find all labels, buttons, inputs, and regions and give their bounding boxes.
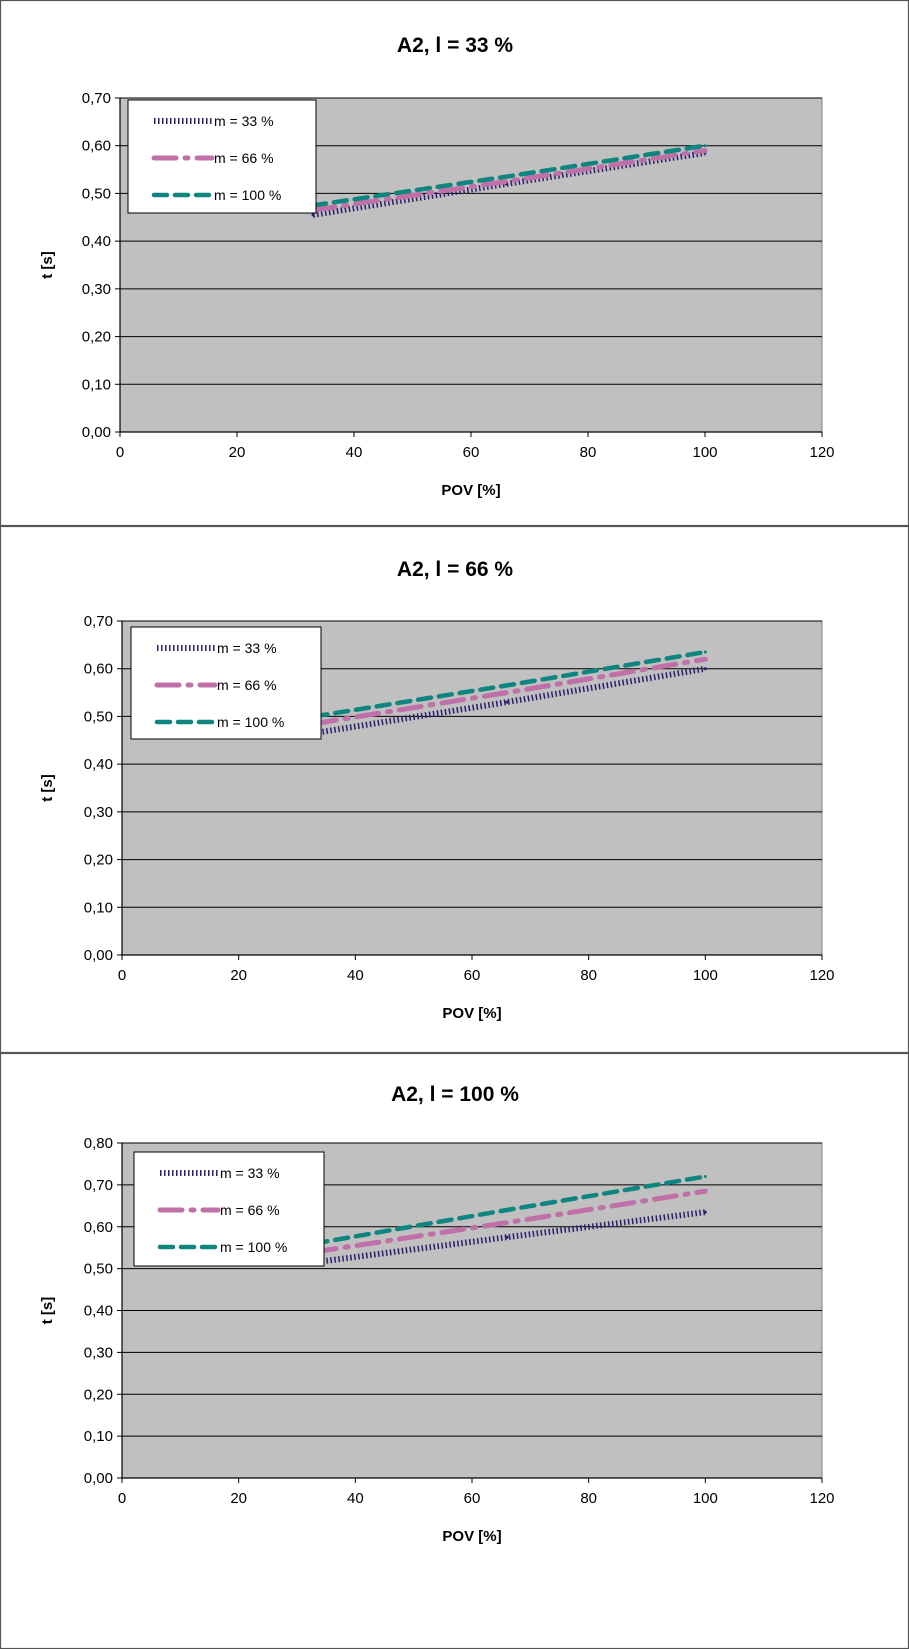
legend-label: m = 33 %	[217, 640, 277, 656]
y-tick-label: 0,70	[84, 613, 113, 630]
y-tick-label: 0,60	[84, 1219, 113, 1236]
data-point	[505, 1235, 509, 1239]
y-axis-label: t [s]	[39, 774, 56, 802]
data-point	[703, 144, 707, 148]
x-tick-label: 60	[464, 1490, 481, 1507]
data-point	[505, 1208, 509, 1212]
y-tick-label: 0,30	[84, 1344, 113, 1361]
x-tick-label: 20	[230, 967, 247, 984]
data-point	[311, 213, 315, 217]
legend-label: m = 33 %	[220, 1165, 280, 1181]
data-point	[703, 667, 707, 671]
x-tick-label: 120	[809, 1490, 834, 1507]
x-tick-label: 0	[118, 967, 126, 984]
x-tick-label: 40	[347, 1490, 364, 1507]
y-tick-label: 0,30	[82, 281, 111, 298]
y-tick-label: 0,20	[84, 1386, 113, 1403]
y-tick-label: 0,10	[84, 899, 113, 916]
series-line-1	[312, 149, 706, 218]
x-tick-label: 20	[229, 444, 246, 461]
legend-label: m = 66 %	[217, 677, 277, 693]
data-point	[505, 1221, 509, 1225]
x-tick-label: 40	[347, 967, 364, 984]
chart-panel-3: A2, l = 100 % 0,00 0,10 0,20 0,30 0,40 0,50 0,6…	[0, 1052, 909, 1649]
x-tick-label: 40	[346, 444, 363, 461]
legend-label: m = 100 %	[217, 714, 284, 730]
x-tick-label: 100	[693, 1490, 718, 1507]
x-tick-label: 60	[464, 967, 481, 984]
y-tick-label: 0,50	[84, 1261, 113, 1278]
y-tick-label: 0,20	[82, 329, 111, 346]
x-tick-label: 100	[692, 444, 717, 461]
x-tick-label: 100	[693, 967, 718, 984]
y-axis-label: t [s]	[39, 1297, 56, 1325]
x-tick-label: 80	[580, 967, 597, 984]
y-tick-label: 0,00	[82, 424, 111, 441]
series-line-1	[314, 665, 706, 737]
chart-title: A2, l = 66 %	[397, 558, 513, 581]
series-line-1	[314, 1209, 706, 1266]
x-axis-label: POV [%]	[441, 482, 500, 499]
x-axis-label: POV [%]	[442, 1528, 501, 1545]
y-axis-label: t [s]	[39, 251, 56, 279]
x-tick-label: 80	[580, 1490, 597, 1507]
y-tick-label: 0,10	[82, 376, 111, 393]
chart-panel-1: A2, l = 33 % 0,00 0,10 0,20 0,30 0,40 0,50 0,60…	[0, 0, 909, 527]
data-point	[505, 691, 509, 695]
y-tick-label: 0,60	[84, 661, 113, 678]
data-point	[703, 1175, 707, 1178]
x-tick-label: 60	[463, 444, 480, 461]
legend-label: m = 66 %	[214, 150, 274, 166]
x-tick-label: 120	[809, 967, 834, 984]
x-tick-label: 20	[230, 1490, 247, 1507]
data-point	[703, 148, 707, 152]
y-tick-label: 0,40	[84, 756, 113, 773]
y-tick-label: 0,00	[84, 947, 113, 964]
y-tick-label: 0,70	[84, 1177, 113, 1194]
legend-label: m = 100 %	[214, 187, 281, 203]
y-tick-label: 0,40	[84, 1303, 113, 1320]
x-tick-label: 0	[118, 1490, 126, 1507]
y-tick-label: 0,20	[84, 852, 113, 869]
chart-panel-2: A2, l = 66 % 0,00 0,10 0,20 0,30 0,40 0,50 0,60…	[0, 525, 909, 1054]
y-tick-label: 0,40	[82, 233, 111, 250]
data-point	[703, 650, 707, 654]
x-tick-label: 120	[809, 444, 834, 461]
chart-title: A2, l = 100 %	[391, 1083, 519, 1106]
x-tick-label: 0	[116, 444, 124, 461]
legend-label: m = 33 %	[214, 113, 274, 129]
y-tick-label: 0,80	[84, 1135, 113, 1152]
y-tick-label: 0,10	[84, 1428, 113, 1445]
data-point	[703, 1210, 707, 1214]
data-point	[505, 683, 509, 687]
data-point	[505, 700, 509, 704]
y-tick-label: 0,70	[82, 90, 111, 107]
data-point	[703, 1189, 707, 1193]
data-point	[504, 180, 508, 183]
x-tick-label: 80	[580, 444, 597, 461]
y-tick-label: 0,50	[84, 708, 113, 725]
y-tick-label: 0,00	[84, 1470, 113, 1487]
x-axis-label: POV [%]	[442, 1005, 501, 1022]
legend-label: m = 100 %	[220, 1239, 287, 1255]
legend-label: m = 66 %	[220, 1202, 280, 1218]
y-tick-label: 0,50	[82, 185, 111, 202]
y-tick-label: 0,60	[82, 138, 111, 155]
data-point	[504, 175, 508, 179]
chart-title: A2, l = 33 %	[397, 34, 513, 57]
y-tick-label: 0,30	[84, 804, 113, 821]
data-point	[703, 657, 707, 661]
